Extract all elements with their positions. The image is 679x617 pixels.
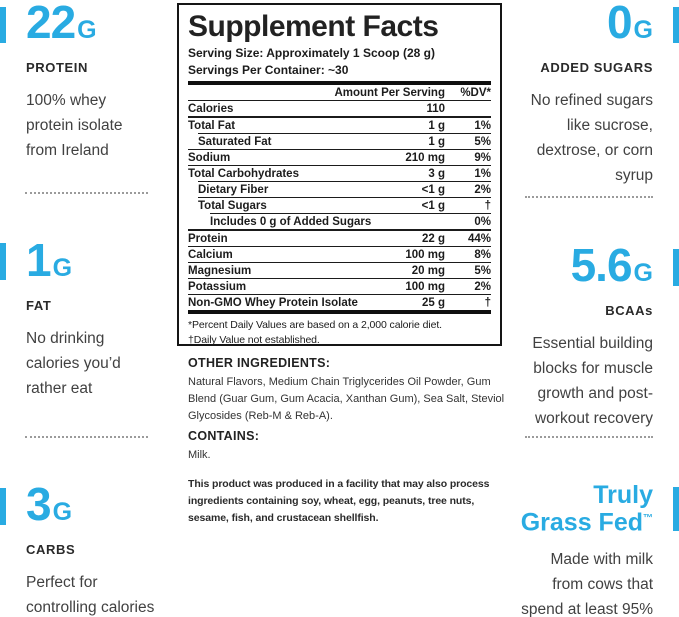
stat-number: 0 bbox=[606, 0, 633, 48]
other-ingredients-section: OTHER INGREDIENTS: Natural Flavors, Medi… bbox=[188, 356, 528, 425]
stat-number: 22 bbox=[26, 0, 76, 48]
accent-bar-right-added-sugars bbox=[673, 7, 679, 43]
table-row: Dietary Fiber <1 g 2% bbox=[198, 181, 491, 197]
serving-size: Serving Size: Approximately 1 Scoop (28 … bbox=[188, 46, 435, 60]
stat-description: Perfect for controlling calories and car… bbox=[26, 574, 155, 616]
stat-number: 1 bbox=[26, 234, 52, 286]
stat-description: Essential building blocks for muscle gro… bbox=[532, 335, 653, 427]
dotted-divider bbox=[25, 192, 148, 194]
stat-value: 22G bbox=[26, 0, 171, 54]
stat-unit: G bbox=[77, 16, 97, 44]
panel-title: Supplement Facts bbox=[188, 10, 439, 43]
table-row: Potassium 100 mg 2% bbox=[188, 278, 491, 294]
stat-description: 100% whey protein isolate from Ireland bbox=[26, 92, 123, 159]
table-header: Amount Per Serving %DV* bbox=[188, 85, 491, 100]
stat-bcaas: 5.6G BCAAs Essential building blocks for… bbox=[491, 242, 653, 431]
table-row: Non-GMO Whey Protein Isolate 25 g † bbox=[188, 294, 491, 310]
stat-value: Truly Grass Fed™ bbox=[491, 481, 653, 537]
dotted-divider bbox=[525, 436, 653, 438]
stat-carbs: 3G CARBS Perfect for controlling calorie… bbox=[26, 481, 171, 617]
dotted-divider bbox=[525, 196, 653, 198]
table-row: Calories 110 bbox=[188, 100, 491, 116]
stat-unit: G bbox=[52, 254, 73, 282]
trademark-symbol: ™ bbox=[643, 513, 653, 524]
accent-bar-left-fat bbox=[0, 243, 6, 280]
accent-bar-left-protein bbox=[0, 7, 6, 43]
column-header-amount: Amount Per Serving bbox=[334, 87, 445, 99]
stat-added-sugars: 0G ADDED SUGARS No refined sugars like s… bbox=[491, 0, 653, 188]
other-ingredients-heading: OTHER INGREDIENTS: bbox=[188, 356, 331, 370]
stat-grass-fed: Truly Grass Fed™ Made with milk from cow… bbox=[491, 481, 653, 617]
servings-per-container: Servings Per Container: ~30 bbox=[188, 62, 349, 77]
table-row: Total Fat 1 g 1% bbox=[188, 116, 491, 133]
stat-protein: 22G PROTEIN 100% whey protein isolate fr… bbox=[26, 0, 171, 163]
stat-label: FAT bbox=[26, 298, 52, 313]
table-row: Total Sugars <1 g † bbox=[198, 197, 491, 213]
footnotes: *Percent Daily Values are based on a 2,0… bbox=[188, 310, 491, 348]
table-row: Saturated Fat 1 g 5% bbox=[198, 133, 491, 149]
stat-number: 5.6 bbox=[570, 239, 633, 291]
stat-value: 5.6G bbox=[491, 242, 653, 297]
stat-label: PROTEIN bbox=[26, 60, 88, 75]
stat-label: CARBS bbox=[26, 542, 76, 557]
stat-description: No drinking calories you’d rather eat bbox=[26, 330, 121, 397]
stat-description: No refined sugars like sucrose, dextrose… bbox=[530, 92, 653, 184]
stat-value: 1G bbox=[26, 237, 171, 292]
stat-fat: 1G FAT No drinking calories you’d rather… bbox=[26, 237, 171, 401]
contains-heading: CONTAINS: bbox=[188, 429, 260, 443]
table-row: Calcium 100 mg 8% bbox=[188, 246, 491, 262]
allergen-notice: This product was produced in a facility … bbox=[188, 478, 490, 524]
table-row: Total Carbohydrates 3 g 1% bbox=[188, 165, 491, 181]
accent-bar-left-carbs bbox=[0, 488, 6, 525]
column-header-dv: %DV* bbox=[460, 87, 491, 99]
table-row: Includes 0 g of Added Sugars 0% bbox=[210, 213, 491, 229]
contains-body: Milk. bbox=[188, 449, 211, 461]
table-row: Sodium 210 mg 9% bbox=[188, 149, 491, 165]
stat-unit: G bbox=[52, 498, 73, 526]
stat-text: Truly Grass Fed bbox=[520, 481, 653, 537]
contains-section: CONTAINS: Milk. bbox=[188, 429, 528, 464]
table-row: Magnesium 20 mg 5% bbox=[188, 262, 491, 278]
supplement-facts-panel: Supplement Facts Serving Size: Approxima… bbox=[177, 3, 502, 346]
separator-thick bbox=[188, 81, 491, 85]
footnote-dv: *Percent Daily Values are based on a 2,0… bbox=[188, 319, 442, 331]
accent-bar-right-bcaas bbox=[673, 249, 679, 286]
stat-label: BCAAs bbox=[605, 303, 653, 318]
stat-unit: G bbox=[633, 16, 653, 44]
footnote-dagger: †Daily Value not established. bbox=[188, 334, 320, 346]
stat-number: 3 bbox=[26, 478, 52, 530]
stat-value: 0G bbox=[491, 0, 653, 54]
stat-label: ADDED SUGARS bbox=[540, 60, 653, 75]
accent-bar-right-grass-fed bbox=[673, 487, 679, 531]
stat-value: 3G bbox=[26, 481, 171, 536]
other-ingredients-body: Natural Flavors, Medium Chain Triglyceri… bbox=[188, 376, 505, 422]
dotted-divider bbox=[25, 436, 148, 438]
stat-unit: G bbox=[633, 259, 653, 287]
stat-description: Made with milk from cows that spend at l… bbox=[521, 551, 653, 617]
table-row: Protein 22 g 44% bbox=[188, 229, 491, 246]
